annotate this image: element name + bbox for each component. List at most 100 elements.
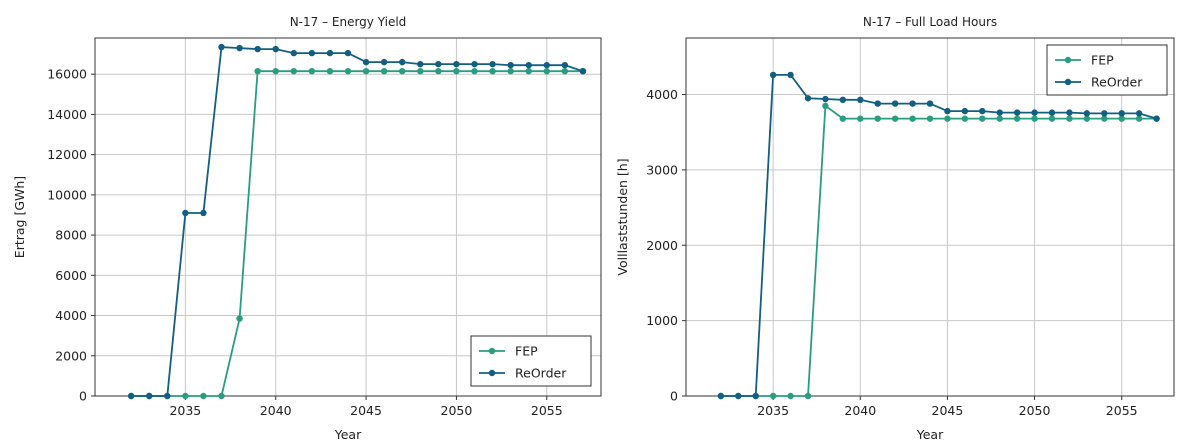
x-tick-label: 2050: [1019, 403, 1051, 418]
x-tick-label: 2045: [350, 403, 382, 418]
data-point: [489, 67, 496, 75]
x-axis-label: Year: [916, 427, 944, 442]
data-point: [471, 60, 478, 68]
data-point: [735, 392, 742, 400]
data-point: [543, 67, 550, 75]
y-tick-label: 0: [670, 389, 678, 404]
data-point: [362, 58, 370, 66]
data-point: [182, 392, 189, 400]
data-point: [1066, 115, 1073, 122]
plot-frame: [685, 37, 1175, 397]
data-point: [326, 49, 334, 57]
data-point: [308, 67, 316, 75]
data-point: [979, 107, 986, 115]
data-point: [525, 67, 532, 75]
data-point: [1101, 110, 1108, 117]
data-point: [218, 392, 225, 400]
y-tick-label: 10000: [47, 187, 87, 202]
data-point: [453, 60, 460, 68]
data-point: [1135, 115, 1143, 122]
data-point: [891, 100, 899, 107]
data-point: [218, 43, 225, 51]
series-fep: [127, 67, 587, 400]
data-point: [1013, 109, 1021, 116]
data-point: [200, 209, 207, 217]
data-point: [822, 102, 829, 110]
legend-label: FEP: [1091, 53, 1114, 68]
data-point: [822, 95, 829, 103]
data-point: [525, 61, 532, 69]
data-point: [857, 96, 864, 104]
data-point: [272, 45, 279, 53]
data-point: [1083, 115, 1091, 122]
legend-label: FEP: [515, 344, 538, 359]
data-point: [1048, 115, 1056, 122]
data-point: [399, 67, 406, 75]
legend-frame: [1046, 44, 1168, 96]
data-point: [417, 67, 424, 75]
y-tick-label: 4000: [55, 308, 87, 323]
data-point: [471, 67, 478, 75]
data-point: [543, 61, 550, 69]
data-point: [944, 107, 951, 115]
y-tick-label: 2000: [646, 238, 678, 253]
plot-frame: [94, 37, 602, 397]
data-point: [417, 60, 424, 68]
data-point: [804, 95, 812, 102]
legend-item-reorder: ReOrder: [479, 366, 567, 381]
y-tick-label: 14000: [47, 107, 87, 122]
data-point: [891, 115, 899, 122]
legend-marker: [1064, 78, 1072, 86]
data-point: [182, 209, 189, 217]
data-point: [787, 392, 794, 400]
legend: FEP ReOrder: [1046, 44, 1168, 96]
data-point: [290, 67, 297, 75]
x-tick-label: 2035: [757, 403, 789, 418]
chart-2: 2035 2040 2045 2050 2055 0 1000 2000 3000 4000 N-1…: [615, 15, 1175, 442]
data-point: [344, 49, 352, 57]
data-point: [399, 58, 406, 66]
legend-marker: [1064, 56, 1072, 64]
data-point: [435, 67, 442, 75]
data-point: [1153, 115, 1160, 122]
series-reorder: [127, 43, 587, 400]
data-point: [909, 100, 916, 107]
data-point: [874, 115, 881, 122]
data-point: [579, 67, 587, 75]
x-tick-label: 2040: [844, 403, 876, 418]
data-point: [362, 67, 370, 75]
data-point: [290, 49, 297, 57]
data-point: [1066, 109, 1073, 116]
y-tick-label: 1000: [646, 313, 678, 328]
series-line: [720, 104, 1157, 397]
y-tick-label: 6000: [55, 268, 87, 283]
data-point: [1031, 115, 1038, 122]
x-axis-label: Year: [334, 427, 362, 442]
data-point: [1031, 109, 1038, 116]
y-tick-label: 12000: [47, 147, 87, 162]
data-point: [308, 49, 316, 57]
data-point: [769, 392, 777, 400]
y-tick-label: 2000: [55, 348, 87, 363]
data-point: [561, 67, 569, 75]
y-axis-label: Ertrag [GWh]: [12, 176, 27, 258]
x-tick-label: 2035: [169, 403, 201, 418]
data-point: [717, 392, 725, 400]
data-point: [1118, 110, 1125, 117]
data-point: [272, 67, 279, 75]
data-point: [996, 109, 1003, 116]
legend-item-fep: FEP: [1055, 53, 1114, 68]
data-point: [996, 115, 1003, 122]
data-point: [164, 392, 171, 400]
data-point: [254, 67, 261, 75]
chart-1: 2035 2040 2045 2050 2055 0 2000 4000 6000 8000 100…: [12, 15, 602, 442]
y-tick-label: 0: [79, 389, 87, 404]
x-tick-label: 2055: [1106, 403, 1138, 418]
data-point: [453, 67, 460, 75]
data-point: [1083, 110, 1091, 117]
data-point: [961, 107, 969, 115]
chart-title: N-17 – Full Load Hours: [863, 15, 997, 29]
y-tick-label: 8000: [55, 228, 87, 243]
data-point: [435, 60, 442, 68]
data-point: [200, 392, 207, 400]
